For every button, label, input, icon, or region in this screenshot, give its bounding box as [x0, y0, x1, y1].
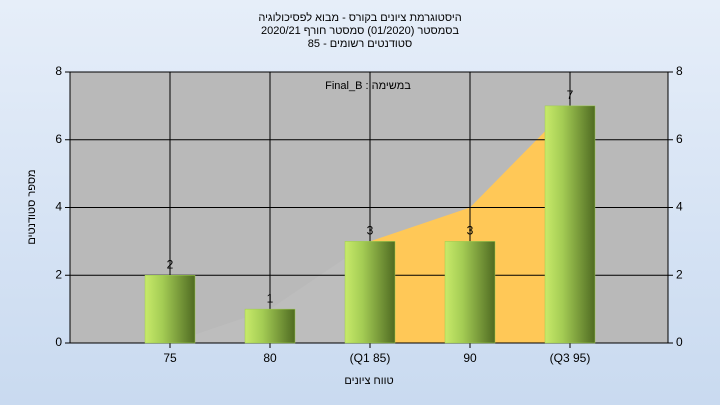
y-tick-label: 8: [55, 64, 62, 78]
bar: [444, 241, 496, 344]
chart-title: היסטוגרמת ציונים בקורס - מבוא לפסיכולוגי…: [258, 11, 461, 24]
annotation: במשימה : Final_B: [325, 80, 411, 92]
bar: [244, 308, 296, 344]
y2-tick-label: 4: [676, 200, 683, 214]
data-label: 7: [567, 88, 574, 102]
chart-subtitle: בסמסטר (01/2020) סמסטר חורף 2020/21: [261, 25, 459, 37]
bar: [544, 105, 596, 344]
data-label: 3: [467, 224, 474, 238]
y-tick-label: 4: [55, 200, 62, 214]
x-tick-label: (Q3 95): [550, 351, 591, 365]
x-tick-label: (Q1 85): [350, 351, 391, 365]
y-tick-label: 2: [55, 267, 62, 281]
area: [170, 241, 370, 343]
y-tick-label: 6: [55, 132, 62, 146]
bar: [144, 275, 196, 344]
bar: [344, 241, 396, 344]
x-tick-label: 90: [463, 351, 477, 365]
data-label: 3: [367, 224, 374, 238]
chart-subtitle: סטודנטים רשומים - 85: [308, 38, 412, 50]
y-axis-label: מספר סטודנטים: [26, 169, 38, 244]
data-label: 1: [267, 291, 274, 305]
y-tick-label: 0: [55, 335, 62, 349]
y2-tick-label: 2: [676, 267, 683, 281]
y2-tick-label: 0: [676, 335, 683, 349]
y2-tick-label: 6: [676, 132, 683, 146]
x-axis-label: טווח ציונים: [344, 375, 393, 387]
data-label: 2: [167, 257, 174, 271]
x-tick-label: 80: [263, 351, 277, 365]
x-tick-label: 75: [163, 351, 177, 365]
y2-tick-label: 8: [676, 64, 683, 78]
